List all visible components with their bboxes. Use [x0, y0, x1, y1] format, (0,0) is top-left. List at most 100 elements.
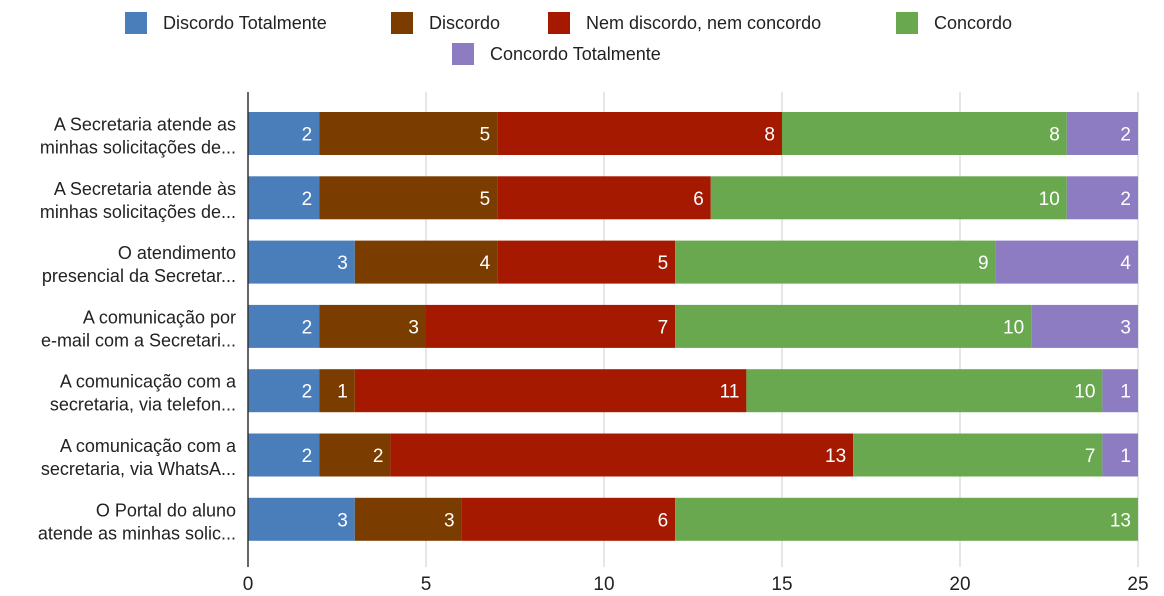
x-tick-label: 25 — [1127, 574, 1148, 595]
bar-value-label: 8 — [764, 125, 775, 146]
bar-segment — [248, 433, 320, 477]
category-label: e-mail com a Secretari... — [41, 330, 236, 350]
chart-bars — [248, 112, 1138, 541]
bar-segment — [853, 433, 1103, 477]
bar-value-label: 10 — [1003, 317, 1024, 338]
bar-segment — [248, 304, 320, 348]
bar-segment — [248, 176, 320, 220]
bar-segment — [675, 304, 1032, 348]
bar-segment — [354, 369, 747, 413]
category-label: secretaria, via telefon... — [50, 395, 236, 415]
legend-swatch-1 — [391, 12, 413, 34]
bar-segment — [390, 433, 854, 477]
bar-value-label: 8 — [1049, 125, 1060, 146]
x-tick-label: 20 — [949, 574, 970, 595]
bar-value-label: 3 — [408, 317, 419, 338]
bar-value-label: 3 — [444, 510, 455, 531]
category-label: A comunicação com a — [60, 436, 237, 456]
bar-segment — [497, 176, 711, 220]
bar-segment — [497, 240, 676, 284]
category-label: secretaria, via WhatsA... — [41, 459, 236, 479]
bar-value-label: 1 — [337, 382, 348, 403]
chart-x-tick-labels: 0 5 10 15 20 25 — [243, 574, 1149, 595]
bar-value-label: 5 — [480, 189, 491, 210]
bar-segment — [354, 497, 462, 541]
category-label: O atendimento — [118, 243, 236, 263]
chart-legend: Discordo Totalmente Discordo Nem discordo,… — [125, 12, 1012, 65]
bar-segment — [248, 112, 320, 155]
bar-value-label: 2 — [1120, 189, 1131, 210]
x-tick-label: 10 — [593, 574, 614, 595]
bar-segment — [319, 433, 391, 477]
legend-label-2: Nem discordo, nem concordo — [586, 13, 821, 33]
bar-value-label: 2 — [302, 189, 313, 210]
bar-value-label: 2 — [1120, 125, 1131, 146]
bar-value-label: 13 — [825, 446, 846, 467]
x-tick-label: 0 — [243, 574, 254, 595]
bar-value-label: 7 — [1085, 446, 1096, 467]
bar-value-label: 3 — [1120, 317, 1131, 338]
bar-value-label: 2 — [302, 446, 313, 467]
category-label: O Portal do aluno — [96, 500, 236, 520]
chart-category-labels: A Secretaria atende as minhas solicitaçõe… — [38, 115, 237, 544]
bar-value-label: 11 — [720, 382, 740, 403]
bar-segment — [319, 369, 355, 413]
bar-value-label: 10 — [1074, 382, 1095, 403]
bar-segment — [995, 240, 1138, 284]
legend-label-4: Concordo Totalmente — [490, 44, 661, 64]
bar-segment — [248, 240, 355, 284]
bar-value-label: 4 — [1120, 253, 1131, 274]
legend-label-1: Discordo — [429, 13, 500, 33]
bar-segment — [319, 176, 498, 220]
legend-label-3: Concordo — [934, 13, 1012, 33]
bar-value-label: 2 — [302, 125, 313, 146]
bar-segment — [1066, 112, 1138, 155]
bar-segment — [782, 112, 1067, 155]
bar-value-label: 4 — [480, 253, 491, 274]
legend-label-0: Discordo Totalmente — [163, 13, 327, 33]
bar-segment — [248, 497, 355, 541]
bar-value-label: 5 — [658, 253, 669, 274]
bar-value-label: 6 — [693, 189, 704, 210]
x-tick-label: 15 — [771, 574, 792, 595]
x-tick-label: 5 — [421, 574, 432, 595]
category-label: atende as minhas solic... — [38, 523, 236, 543]
bar-value-label: 7 — [658, 317, 669, 338]
category-label: minhas solicitações de... — [40, 202, 236, 222]
bar-value-label: 5 — [480, 125, 491, 146]
bar-segment — [746, 369, 1103, 413]
bar-segment — [675, 497, 1138, 541]
category-label: A comunicação com a — [60, 372, 237, 392]
bar-segment — [354, 240, 498, 284]
bar-segment — [675, 240, 996, 284]
bar-segment — [426, 304, 676, 348]
bar-segment — [319, 112, 498, 155]
bar-value-label: 6 — [658, 510, 669, 531]
category-label: presencial da Secretar... — [42, 266, 236, 286]
bar-value-label: 3 — [337, 253, 348, 274]
category-label: A Secretaria atende às — [54, 179, 236, 199]
bar-value-label: 3 — [337, 510, 348, 531]
legend-swatch-3 — [896, 12, 918, 34]
bar-segment — [1031, 304, 1138, 348]
bar-segment — [319, 304, 426, 348]
legend-swatch-4 — [452, 43, 474, 65]
category-label: A comunicação por — [83, 307, 236, 327]
legend-swatch-2 — [548, 12, 570, 34]
bar-segment — [1102, 369, 1138, 413]
category-label: minhas solicitações de... — [40, 138, 236, 158]
bar-segment — [710, 176, 1067, 220]
bar-value-label: 1 — [1120, 382, 1131, 403]
bar-value-label: 10 — [1039, 189, 1060, 210]
bar-value-label: 1 — [1120, 446, 1131, 467]
bar-segment — [1066, 176, 1138, 220]
bar-segment — [497, 112, 782, 155]
bar-value-label: 9 — [978, 253, 989, 274]
bar-segment — [461, 497, 676, 541]
bar-value-label: 2 — [373, 446, 384, 467]
bar-segment — [1102, 433, 1138, 477]
chart-data-labels: 2 5 8 8 22 5 6 10 23 4 5 9 42 3 7 10 32 1 11 10 12 2 13 7 13 3 6 13 — [302, 125, 1132, 532]
bar-value-label: 2 — [302, 382, 313, 403]
bar-value-label: 2 — [302, 317, 313, 338]
